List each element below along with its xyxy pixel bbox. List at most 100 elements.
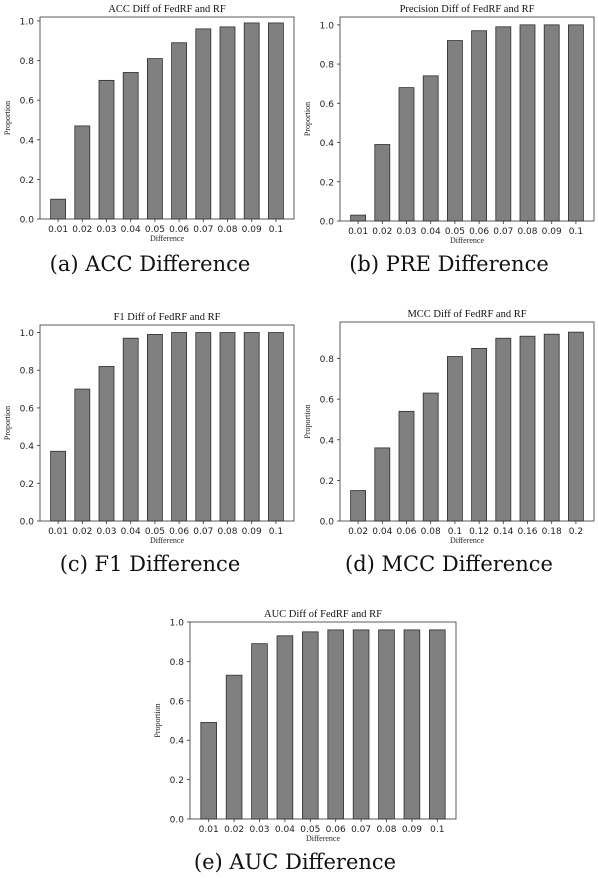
pre-caption: (b) PRE Difference xyxy=(349,252,549,276)
auc-bar-0.1 xyxy=(429,629,446,820)
pre-chart-panel: Precision Diff of FedRF and RF 0.0 0.2 0.4 0… xyxy=(300,0,598,245)
f1-x-tick-label: 0.09 xyxy=(242,527,262,537)
pre-x-tick-label: 0.06 xyxy=(469,227,489,237)
f1-bar-0.08 xyxy=(219,332,236,522)
f1-bar-0.1 xyxy=(267,332,284,522)
auc-x-tick-label: 0.09 xyxy=(402,825,422,835)
auc-y-tick-label: 0.4 xyxy=(170,737,185,747)
mcc-x-tick-label: 0.14 xyxy=(493,527,513,537)
f1-chart: F1 Diff of FedRF and RF 0.0 0.2 0.4 0.6 0.8 1.… xyxy=(3,312,295,545)
f1-chart-title: F1 Diff of FedRF and RF xyxy=(114,312,221,323)
pre-bar-0.04 xyxy=(422,75,439,222)
auc-y-tick-label: 0.6 xyxy=(170,697,185,707)
f1-plot-frame xyxy=(39,324,295,522)
f1-bar-0.05 xyxy=(146,334,163,522)
auc-x-tick-label: 0.03 xyxy=(249,825,269,835)
acc-bar-0.01 xyxy=(50,198,67,220)
f1-bar-0.02 xyxy=(74,388,91,522)
acc-bar-0.07 xyxy=(195,28,212,220)
pre-y-axis-label: Proportion xyxy=(303,102,312,136)
acc-x-tick-label: 0.03 xyxy=(96,225,116,235)
pre-y-tick-label: 1.0 xyxy=(320,21,335,31)
pre-bar-0.1 xyxy=(567,24,584,222)
f1-x-tick-label: 0.07 xyxy=(193,527,213,537)
pre-y-tick-label: 0.2 xyxy=(320,178,334,188)
pre-x-tick-label: 0.09 xyxy=(542,227,562,237)
acc-y-tick-label: 0.0 xyxy=(20,216,35,226)
auc-bar-0.03 xyxy=(251,643,268,820)
mcc-x-tick-label: 0.08 xyxy=(421,527,441,537)
mcc-y-axis-label: Proportion xyxy=(303,404,312,438)
auc-bar-0.09 xyxy=(403,629,421,820)
auc-x-tick-label: 0.06 xyxy=(326,825,346,835)
auc-x-tick-label: 0.04 xyxy=(275,825,295,835)
mcc-bar-0.02 xyxy=(350,490,367,522)
mcc-x-tick-label: 0.12 xyxy=(469,527,489,537)
pre-chart: Precision Diff of FedRF and RF 0.0 0.2 0.4 0… xyxy=(303,4,595,245)
f1-x-tick-label: 0.02 xyxy=(72,527,92,537)
f1-x-tick-label: 0.1 xyxy=(269,527,283,537)
pre-plot-frame xyxy=(339,16,595,222)
pre-x-tick-label: 0.07 xyxy=(493,227,513,237)
acc-y-tick-label: 0.4 xyxy=(20,136,35,146)
pre-x-tick-label: 0.04 xyxy=(421,227,441,237)
pre-x-tick-label: 0.02 xyxy=(372,227,392,237)
f1-x-axis-label: Difference xyxy=(150,536,185,545)
auc-x-tick-label: 0.02 xyxy=(224,825,244,835)
pre-bar-0.07 xyxy=(495,26,512,222)
acc-y-tick-label: 0.8 xyxy=(20,57,35,67)
f1-y-tick-label: 0.0 xyxy=(20,518,35,528)
acc-bar-0.06 xyxy=(171,42,188,220)
f1-bar-0.09 xyxy=(243,332,260,522)
mcc-y-tick-label: 0.0 xyxy=(320,518,335,528)
f1-y-tick-label: 0.8 xyxy=(20,367,35,377)
acc-chart: ACC Diff of FedRF and RF 0.0 0.2 0.4 0.6 0.8 1… xyxy=(3,4,295,243)
f1-x-tick-label: 0.05 xyxy=(145,527,165,537)
mcc-y-tick-label: 0.2 xyxy=(320,477,334,487)
mcc-bar-0.18 xyxy=(543,333,560,522)
acc-x-tick-label: 0.01 xyxy=(48,225,68,235)
mcc-x-tick-label: 0.1 xyxy=(448,527,462,537)
mcc-chart-title: MCC Diff of FedRF and RF xyxy=(407,309,526,320)
pre-x-tick-label: 0.05 xyxy=(445,227,465,237)
auc-bar-0.06 xyxy=(327,629,344,820)
acc-x-tick-label: 0.05 xyxy=(145,225,165,235)
auc-x-tick-label: 0.05 xyxy=(300,825,320,835)
pre-bar-0.02 xyxy=(374,144,391,222)
f1-bar-0.03 xyxy=(98,366,115,522)
pre-bar-0.06 xyxy=(471,30,488,222)
pre-bar-0.01 xyxy=(350,214,367,222)
auc-bar-0.07 xyxy=(352,629,370,820)
mcc-x-tick-label: 0.04 xyxy=(372,527,392,537)
auc-x-tick-label: 0.01 xyxy=(199,825,219,835)
acc-x-tick-label: 0.09 xyxy=(242,225,262,235)
auc-x-tick-label: 0.08 xyxy=(376,825,396,835)
auc-bar-0.01 xyxy=(200,722,217,820)
f1-x-tick-label: 0.03 xyxy=(96,527,116,537)
auc-chart-panel: AUC Diff of FedRF and RF 0.0 0.2 0.4 0.6 0.8 1… xyxy=(150,606,460,843)
mcc-chart-panel: MCC Diff of FedRF and RF 0.0 0.2 0.4 0.6 0.8 P… xyxy=(300,308,598,548)
acc-chart-panel: ACC Diff of FedRF and RF 0.0 0.2 0.4 0.6 0.8 1… xyxy=(0,0,300,245)
f1-bar-0.07 xyxy=(195,332,212,522)
acc-x-tick-label: 0.06 xyxy=(169,225,189,235)
acc-bar-0.09 xyxy=(243,22,260,220)
f1-chart-panel: F1 Diff of FedRF and RF 0.0 0.2 0.4 0.6 0.8 1.… xyxy=(0,308,300,548)
f1-x-tick-label: 0.08 xyxy=(217,527,237,537)
acc-y-tick-label: 0.2 xyxy=(20,176,34,186)
f1-y-axis-label: Proportion xyxy=(3,406,12,440)
acc-plot-frame xyxy=(39,16,295,220)
auc-y-tick-label: 0.2 xyxy=(170,776,184,786)
pre-y-tick-label: 0.6 xyxy=(320,100,335,110)
acc-x-tick-label: 0.07 xyxy=(193,225,213,235)
mcc-y-tick-label: 0.6 xyxy=(320,396,335,406)
mcc-caption: (d) MCC Difference xyxy=(345,552,553,576)
mcc-bar-0.06 xyxy=(398,410,415,522)
f1-x-tick-label: 0.06 xyxy=(169,527,189,537)
mcc-x-tick-label: 0.2 xyxy=(569,527,583,537)
mcc-bar-0.16 xyxy=(519,335,536,522)
acc-y-tick-label: 1.0 xyxy=(20,17,35,27)
auc-x-tick-label: 0.1 xyxy=(430,825,444,835)
acc-bar-0.02 xyxy=(74,125,91,220)
pre-y-tick-label: 0.8 xyxy=(320,61,335,71)
